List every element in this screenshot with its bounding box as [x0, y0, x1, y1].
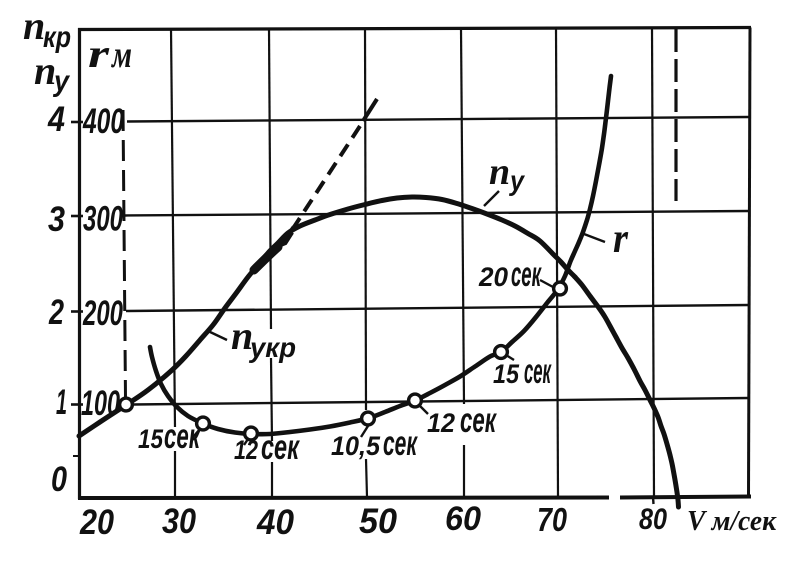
- svg-text:60: 60: [445, 500, 481, 538]
- svg-text:у: у: [52, 65, 70, 98]
- svg-text:м: м: [110, 34, 132, 76]
- svg-text:0: 0: [51, 460, 67, 499]
- svg-text:300: 300: [83, 200, 123, 239]
- svg-text:n: n: [489, 151, 510, 193]
- svg-text:2: 2: [48, 293, 64, 332]
- svg-text:70: 70: [537, 501, 568, 538]
- svg-text:3: 3: [48, 200, 65, 239]
- svg-text:20: 20: [478, 262, 508, 292]
- svg-text:сек: сек: [511, 255, 542, 294]
- svg-text:сек: сек: [261, 428, 301, 467]
- svg-text:n: n: [34, 48, 56, 93]
- svg-text:сек: сек: [524, 352, 552, 391]
- svg-text:сек: сек: [383, 424, 418, 463]
- svg-text:r: r: [613, 216, 629, 262]
- svg-text:сек: сек: [164, 417, 201, 456]
- svg-text:50: 50: [359, 502, 398, 541]
- svg-text:15: 15: [138, 424, 164, 454]
- svg-text:сек: сек: [460, 401, 497, 440]
- svg-text:n: n: [231, 313, 253, 358]
- svg-text:12: 12: [427, 408, 455, 438]
- svg-text:100: 100: [81, 384, 120, 423]
- svg-text:12: 12: [234, 435, 258, 465]
- svg-text:у: у: [508, 165, 525, 196]
- svg-text:80: 80: [639, 503, 667, 536]
- svg-text:30: 30: [162, 502, 196, 541]
- svg-text:20: 20: [79, 503, 114, 542]
- svg-text:40: 40: [256, 503, 294, 542]
- svg-text:10,5: 10,5: [331, 431, 381, 461]
- svg-text:4: 4: [47, 100, 65, 139]
- svg-text:n: n: [23, 3, 45, 48]
- svg-text:r: r: [88, 31, 110, 76]
- svg-text:V м/сек: V м/сек: [687, 506, 777, 537]
- svg-text:400: 400: [82, 102, 124, 141]
- svg-text:200: 200: [82, 294, 123, 333]
- svg-text:укр: укр: [248, 332, 296, 363]
- svg-text:1: 1: [56, 383, 67, 422]
- svg-text:кр: кр: [43, 21, 71, 54]
- svg-text:15: 15: [493, 359, 520, 389]
